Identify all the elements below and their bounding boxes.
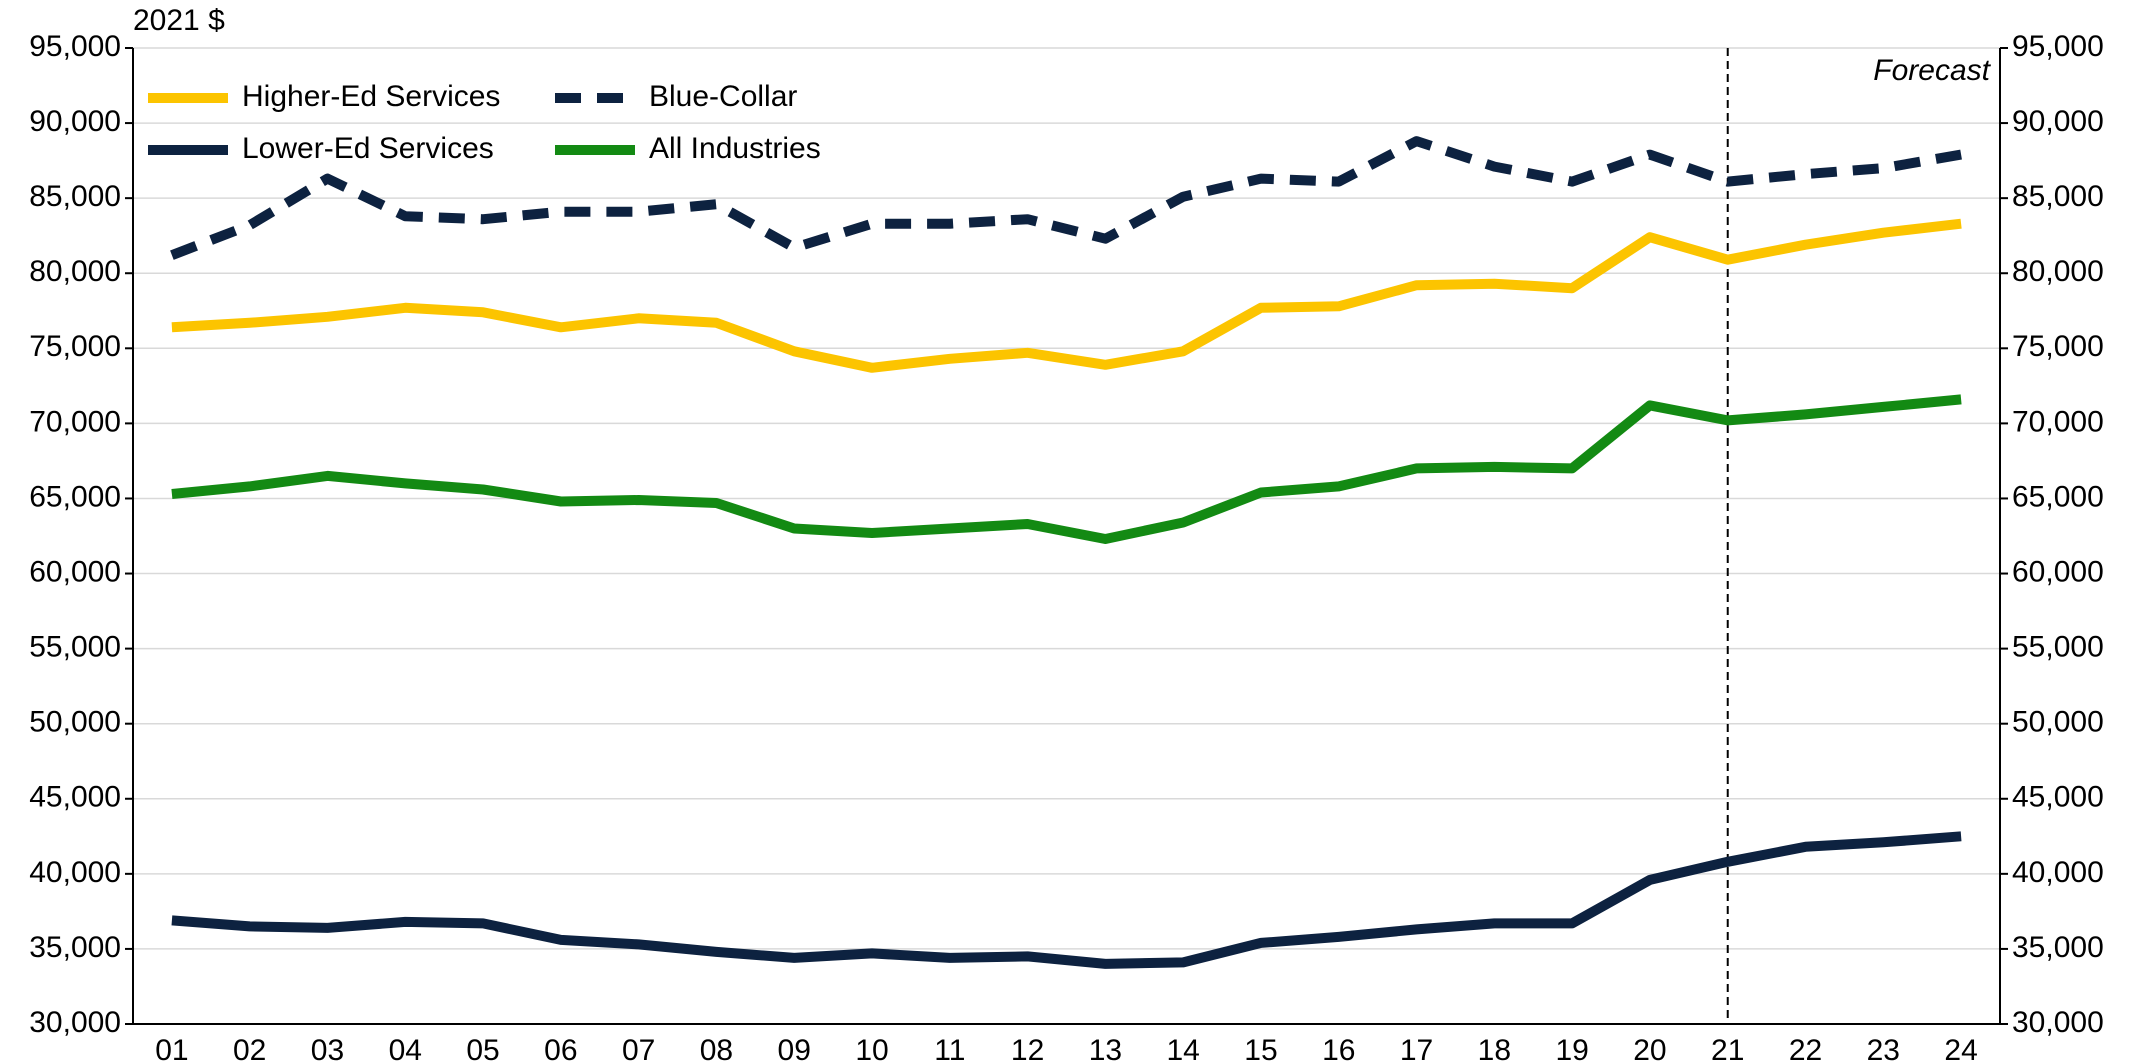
x-tick-label: 02 bbox=[233, 1034, 266, 1063]
series-line bbox=[171, 394, 1962, 544]
legend-label: All Industries bbox=[649, 132, 821, 165]
series-line bbox=[171, 831, 1962, 969]
y2-tick-label: 60,000 bbox=[2012, 555, 2104, 588]
x-tick-label: 11 bbox=[934, 1034, 965, 1063]
x-tick-label: 17 bbox=[1400, 1034, 1433, 1063]
x-tick-label: 14 bbox=[1167, 1034, 1200, 1063]
legend-label: Lower-Ed Services bbox=[242, 132, 494, 165]
x-tick-label: 20 bbox=[1633, 1034, 1666, 1063]
y2-tick-label: 70,000 bbox=[2012, 405, 2104, 438]
x-tick-label: 23 bbox=[1867, 1034, 1900, 1063]
y2-tick-label: 30,000 bbox=[2012, 1006, 2104, 1039]
y2-tick-label: 50,000 bbox=[2012, 706, 2104, 739]
y-tick-label: 35,000 bbox=[29, 931, 121, 964]
y-tick-label: 45,000 bbox=[29, 781, 121, 814]
y-tick-label: 80,000 bbox=[29, 255, 121, 288]
y2-tick-label: 95,000 bbox=[2012, 30, 2104, 63]
y2-tick-label: 90,000 bbox=[2012, 105, 2104, 138]
y2-tick-label: 35,000 bbox=[2012, 931, 2104, 964]
y-tick-label: 75,000 bbox=[29, 330, 121, 363]
x-tick-label: 18 bbox=[1478, 1034, 1511, 1063]
x-tick-label: 04 bbox=[389, 1034, 422, 1063]
y2-tick-label: 45,000 bbox=[2012, 781, 2104, 814]
y-tick-label: 40,000 bbox=[29, 856, 121, 889]
y-tick-label: 55,000 bbox=[29, 631, 121, 664]
x-tick-label: 07 bbox=[622, 1034, 655, 1063]
y2-tick-label: 75,000 bbox=[2012, 330, 2104, 363]
x-tick-label: 16 bbox=[1322, 1034, 1355, 1063]
series-line bbox=[170, 136, 1962, 260]
y-tick-label: 60,000 bbox=[29, 555, 121, 588]
unit-label: 2021 $ bbox=[133, 4, 225, 37]
y2-tick-label: 85,000 bbox=[2012, 180, 2104, 213]
x-tick-label: 19 bbox=[1555, 1034, 1588, 1063]
x-tick-label: 10 bbox=[855, 1034, 888, 1063]
y2-tick-label: 65,000 bbox=[2012, 480, 2104, 513]
y-tick-label: 90,000 bbox=[29, 105, 121, 138]
x-tick-label: 21 bbox=[1711, 1034, 1744, 1063]
legend-label: Blue-Collar bbox=[649, 80, 797, 113]
x-tick-label: 09 bbox=[778, 1034, 811, 1063]
y2-tick-label: 80,000 bbox=[2012, 255, 2104, 288]
y-tick-label: 95,000 bbox=[29, 30, 121, 63]
x-tick-label: 03 bbox=[311, 1034, 344, 1063]
x-tick-label: 12 bbox=[1011, 1034, 1044, 1063]
x-tick-label: 24 bbox=[1944, 1034, 1977, 1063]
legend-label: Higher-Ed Services bbox=[242, 80, 500, 113]
y-tick-label: 30,000 bbox=[29, 1006, 121, 1039]
x-tick-label: 13 bbox=[1089, 1034, 1122, 1063]
x-tick-label: 22 bbox=[1789, 1034, 1822, 1063]
y-tick-label: 70,000 bbox=[29, 405, 121, 438]
y-tick-label: 50,000 bbox=[29, 706, 121, 739]
forecast-label: Forecast bbox=[1873, 54, 1991, 87]
y-tick-label: 85,000 bbox=[29, 180, 121, 213]
x-tick-label: 15 bbox=[1244, 1034, 1277, 1063]
x-tick-label: 06 bbox=[544, 1034, 577, 1063]
x-tick-label: 01 bbox=[155, 1034, 188, 1063]
x-tick-label: 08 bbox=[700, 1034, 733, 1063]
series-line bbox=[171, 218, 1962, 373]
x-tick-label: 05 bbox=[466, 1034, 499, 1063]
y-tick-label: 65,000 bbox=[29, 480, 121, 513]
y2-tick-label: 55,000 bbox=[2012, 631, 2104, 664]
y2-tick-label: 40,000 bbox=[2012, 856, 2104, 889]
